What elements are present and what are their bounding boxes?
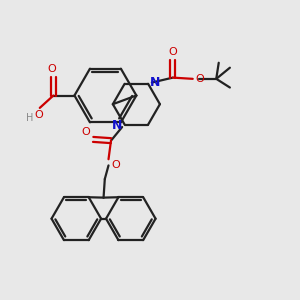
Text: O: O [34, 110, 43, 120]
Text: O: O [112, 160, 120, 170]
Text: H: H [26, 113, 33, 123]
Text: O: O [48, 64, 56, 74]
Text: O: O [169, 47, 177, 57]
Text: O: O [195, 74, 204, 84]
Text: N: N [150, 76, 160, 89]
Text: O: O [81, 127, 90, 137]
Text: N: N [112, 119, 123, 132]
